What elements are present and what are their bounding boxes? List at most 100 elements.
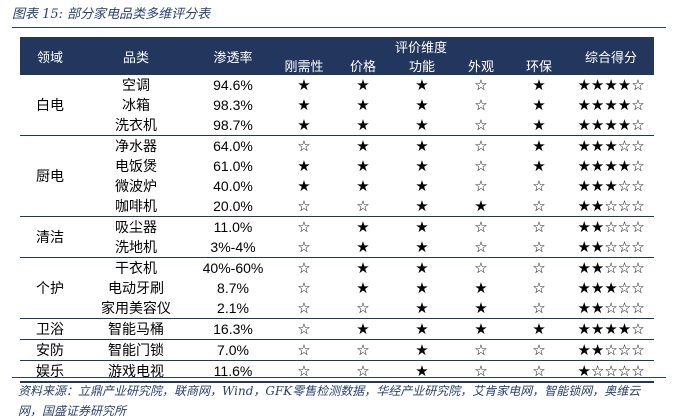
table-row: 白电 空调 94.6% ★ ★ ★ ☆ ★ ★★★★☆	[20, 75, 654, 136]
total-score-cell: ★★☆☆☆	[568, 196, 655, 217]
table-row: 洗衣机 98.7% ★ ★ ★ ☆ ★ ★★★★☆	[20, 115, 655, 136]
penetration-cell: 40.0%	[213, 178, 253, 194]
table-row: 清洁 吸尘器 11.0% ☆ ★ ★ ☆ ☆ ★★☆☆☆	[20, 216, 654, 258]
table-row: 咖啡机 20.0% ☆ ☆ ★ ★ ☆ ★★☆☆☆	[20, 196, 655, 217]
dimension-rating-cell: ☆	[510, 298, 569, 319]
total-score-cell: ★★☆☆☆	[568, 339, 655, 361]
dimension-rating-cell: ★	[356, 157, 370, 175]
table-row: 卫浴 智能马桶 16.3% ☆ ★ ★ ★ ★ ★★★★☆	[20, 318, 655, 340]
dimension-rating-cell: ☆	[452, 339, 510, 361]
dimension-rating-cell: ★	[510, 318, 569, 340]
dimension-rating-cell: ★	[415, 279, 429, 297]
table-row: 个护 干衣机 40%-60% ☆ ★ ★ ☆ ☆ ★★☆☆☆	[20, 257, 654, 319]
penetration-cell: 7.0%	[192, 339, 274, 361]
category-cell: 干衣机	[115, 261, 157, 277]
dimension-rating-cell: ☆	[297, 259, 311, 277]
figure-caption: 图表 15: 部分家电品类多维评分表	[12, 7, 211, 22]
dimension-rating-cell: ★	[532, 96, 546, 114]
field-cell: 白电	[20, 75, 80, 136]
category-cell: 咖啡机	[80, 196, 192, 217]
field-cell: 卫浴	[20, 318, 80, 340]
total-score-cell: ★★☆☆☆	[577, 259, 645, 277]
dimension-rating-cell: ☆	[532, 259, 546, 277]
category-cell: 家用美容仪	[80, 298, 192, 319]
dimension-rating-cell: ★	[274, 115, 334, 136]
header-dimension: 外观	[452, 56, 510, 75]
dimension-rating-cell: ☆	[452, 237, 510, 258]
dimension-rating-cell: ☆	[532, 218, 546, 236]
total-score-cell: ★★☆☆☆	[577, 218, 645, 236]
dimension-rating-cell: ★	[415, 259, 429, 277]
dimension-rating-cell: ★	[297, 177, 311, 195]
dimension-rating-cell: ★	[356, 259, 370, 277]
category-cell: 洗衣机	[80, 115, 192, 136]
dimension-rating-cell: ★	[392, 298, 452, 319]
penetration-cell: 64.0%	[213, 138, 253, 154]
dimension-rating-cell: ☆	[274, 360, 334, 383]
dimension-rating-cell: ★	[510, 115, 569, 136]
penetration-cell: 40%-60%	[202, 260, 264, 276]
dimension-rating-cell: ★	[532, 76, 546, 94]
footer-divider	[12, 377, 666, 378]
dimension-rating-cell: ☆	[274, 318, 334, 340]
category-cell: 智能马桶	[80, 318, 192, 340]
dimension-rating-cell: ★	[392, 115, 452, 136]
total-score-cell: ★★★★☆	[577, 157, 645, 175]
total-score-cell: ★★★★☆	[568, 115, 655, 136]
appliance-rating-table: 领域 品类 渗透率 评价维度 综合得分 刚需性 价格 功能 外观 环保 白电 空调…	[20, 37, 655, 383]
dimension-rating-cell: ★	[297, 157, 311, 175]
dimension-rating-cell: ★	[356, 218, 370, 236]
dimension-rating-cell: ☆	[334, 360, 392, 383]
category-cell: 智能门锁	[80, 339, 192, 361]
dimension-rating-cell: ☆	[474, 137, 488, 155]
category-cell: 电动牙刷	[108, 281, 164, 297]
dimension-rating-cell: ★	[356, 137, 370, 155]
penetration-cell: 61.0%	[213, 158, 253, 174]
header-penetration: 渗透率	[192, 37, 274, 75]
category-cell: 冰箱	[122, 98, 150, 114]
category-cell: 电饭煲	[115, 159, 157, 175]
dimension-rating-cell: ☆	[474, 157, 488, 175]
table-row: 安防 智能门锁 7.0% ☆ ☆ ★ ☆ ☆ ★★☆☆☆	[20, 339, 655, 361]
category-cell: 微波炉	[115, 179, 157, 195]
header-total: 综合得分	[568, 37, 655, 75]
dimension-rating-cell: ☆	[274, 298, 334, 319]
header-dimension: 刚需性	[274, 56, 334, 75]
dimension-rating-cell: ☆	[452, 360, 510, 383]
penetration-cell: 98.7%	[192, 115, 274, 136]
dimension-rating-cell: ★	[452, 196, 510, 217]
header-field: 领域	[20, 37, 80, 75]
dimension-rating-cell: ★	[415, 177, 429, 195]
penetration-cell: 8.7%	[217, 280, 249, 296]
header-category: 品类	[80, 37, 192, 75]
dimension-rating-cell: ☆	[474, 218, 488, 236]
field-cell: 安防	[20, 339, 80, 361]
dimension-rating-cell: ★	[415, 157, 429, 175]
dimension-rating-cell: ☆	[452, 115, 510, 136]
table-row: 家用美容仪 2.1% ☆ ☆ ★ ★ ☆ ★★☆☆☆	[20, 298, 655, 319]
dimension-rating-cell: ★	[334, 237, 392, 258]
dimension-rating-cell: ★	[532, 137, 546, 155]
category-cell: 游戏电视	[80, 360, 192, 383]
dimension-rating-cell: ★	[415, 218, 429, 236]
dimension-rating-cell: ★	[334, 115, 392, 136]
dimension-rating-cell: ★	[297, 96, 311, 114]
dimension-rating-cell: ☆	[532, 279, 546, 297]
dimension-rating-cell: ☆	[334, 196, 392, 217]
category-cell: 吸尘器	[115, 220, 157, 236]
header-dimensions-group: 评价维度	[274, 37, 569, 56]
caption-divider	[12, 27, 666, 28]
dimension-rating-cell: ★	[392, 196, 452, 217]
category-cell: 空调	[122, 78, 150, 94]
table-row: 厨电 净水器 64.0% ☆ ★ ★ ☆ ★ ★★★☆☆	[20, 135, 654, 217]
header-dimension: 功能	[392, 56, 452, 75]
dimension-rating-cell: ☆	[474, 76, 488, 94]
dimension-rating-cell: ★	[392, 237, 452, 258]
dimension-rating-cell: ★	[452, 298, 510, 319]
category-cell: 洗地机	[80, 237, 192, 258]
dimension-rating-cell: ☆	[297, 137, 311, 155]
dimension-rating-cell: ★	[356, 177, 370, 195]
total-score-cell: ★★★★☆	[577, 96, 645, 114]
penetration-cell: 2.1%	[192, 298, 274, 319]
dimension-rating-cell: ☆	[274, 237, 334, 258]
